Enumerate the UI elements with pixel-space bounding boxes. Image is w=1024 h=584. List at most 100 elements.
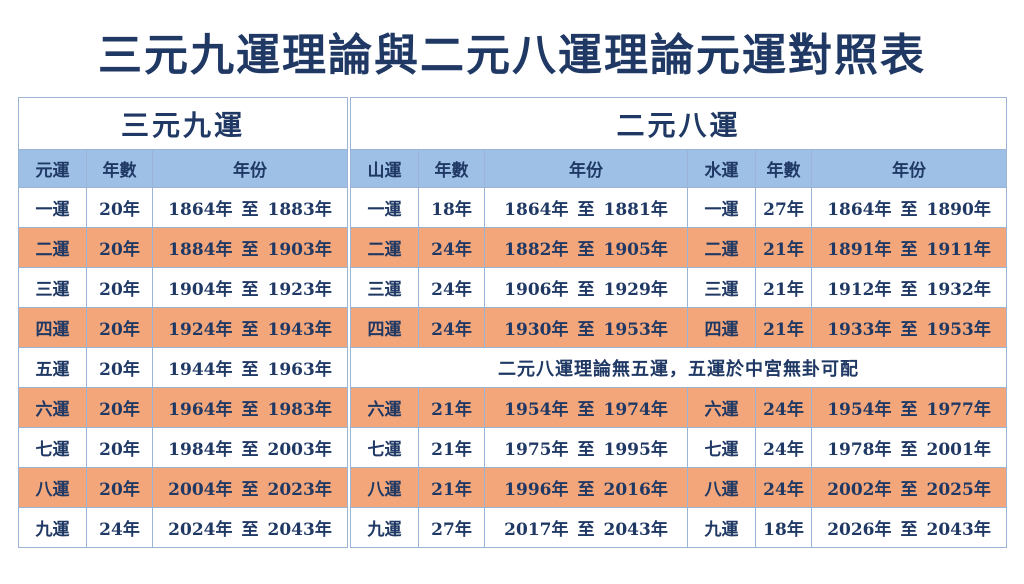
table-row: 三運 20年 1904年至 1923年 xyxy=(18,267,348,308)
year-to: 至 xyxy=(900,200,918,220)
shan-count-cell: 24年 xyxy=(418,307,485,348)
shui-yun-cell: 七運 xyxy=(687,427,756,468)
yun-cell: 八運 xyxy=(18,467,87,508)
shan-years-cell: 2017年至 2043年 xyxy=(484,507,688,548)
page-title: 三元九運理論與二元八運理論元運對照表 xyxy=(98,30,926,81)
shui-years-cell: 2026年至 2043年 xyxy=(810,507,1008,548)
column-header: 年份 xyxy=(152,149,348,188)
shui-yun-cell: 四運 xyxy=(687,307,756,348)
year-end: 1905年 xyxy=(603,240,668,260)
years-cell: 1904年至 1923年 xyxy=(152,267,348,308)
table-row: 三運 24年 1906年至 1929年 三運 21年 1912年至 1932年 xyxy=(350,267,1008,308)
year-to: 至 xyxy=(577,320,595,340)
shui-years-cell: 2002年至 2025年 xyxy=(810,467,1008,508)
year-to: 至 xyxy=(900,480,918,500)
table-row: 九運 24年 2024年至 2043年 xyxy=(18,507,348,548)
shui-count-cell: 27年 xyxy=(755,187,812,228)
year-to: 至 xyxy=(577,200,595,220)
count-cell: 20年 xyxy=(86,227,153,268)
yun-cell: 七運 xyxy=(18,427,87,468)
year-to: 至 xyxy=(577,440,595,460)
year-start: 1944年 xyxy=(168,360,233,380)
shui-count-cell: 21年 xyxy=(755,307,812,348)
table-row: 六運 20年 1964年至 1983年 xyxy=(18,387,348,428)
shui-years-cell: 1954年至 1977年 xyxy=(810,387,1008,428)
table-row: 二運 24年 1882年至 1905年 二運 21年 1891年至 1911年 xyxy=(350,227,1008,268)
table-row: 七運 20年 1984年至 2003年 xyxy=(18,427,348,468)
shui-count-cell: 21年 xyxy=(755,227,812,268)
yun-cell: 二運 xyxy=(18,227,87,268)
eryuan-heading: 二元八運 xyxy=(349,97,1008,150)
year-end: 1890年 xyxy=(926,200,991,220)
shan-years-cell: 1975年至 1995年 xyxy=(484,427,688,468)
year-to: 至 xyxy=(900,320,918,340)
year-start: 1884年 xyxy=(168,240,233,260)
count-cell: 20年 xyxy=(86,187,153,228)
year-start: 2024年 xyxy=(168,520,233,540)
shan-yun-cell: 六運 xyxy=(350,387,419,428)
year-start: 2026年 xyxy=(827,520,892,540)
table-row: 四運 20年 1924年至 1943年 xyxy=(18,307,348,348)
year-start: 1964年 xyxy=(168,400,233,420)
year-to: 至 xyxy=(577,520,595,540)
year-start: 1984年 xyxy=(168,440,233,460)
table-row: 九運 27年 2017年至 2043年 九運 18年 2026年至 2043年 xyxy=(350,507,1008,548)
shui-yun-cell: 六運 xyxy=(687,387,756,428)
table-row: 一運 18年 1864年至 1881年 一運 27年 1864年至 1890年 xyxy=(350,187,1008,228)
year-start: 1924年 xyxy=(168,320,233,340)
year-end: 2043年 xyxy=(267,520,332,540)
shan-years-cell: 1930年至 1953年 xyxy=(484,307,688,348)
eryuan-table: 二元八運 山運 年數 年份 水運 年數 年份 一運 18年 1864年至 1881年一… xyxy=(349,97,1008,548)
count-cell: 24年 xyxy=(86,507,153,548)
shan-years-cell: 1954年至 1974年 xyxy=(484,387,688,428)
yun-cell: 九運 xyxy=(18,507,87,548)
shui-count-cell: 18年 xyxy=(755,507,812,548)
years-cell: 1864年至 1883年 xyxy=(152,187,348,228)
year-end: 2043年 xyxy=(603,520,668,540)
shan-count-cell: 24年 xyxy=(418,267,485,308)
year-end: 1983年 xyxy=(267,400,332,420)
yun-cell: 一運 xyxy=(18,187,87,228)
shui-yun-cell: 九運 xyxy=(687,507,756,548)
year-to: 至 xyxy=(900,240,918,260)
yun-cell: 四運 xyxy=(18,307,87,348)
shan-yun-cell: 七運 xyxy=(350,427,419,468)
column-header: 年份 xyxy=(484,149,688,188)
shan-years-cell: 1882年至 1905年 xyxy=(484,227,688,268)
shan-count-cell: 18年 xyxy=(418,187,485,228)
eryuan-heading-row: 二元八運 xyxy=(349,97,1008,150)
yun-cell: 五運 xyxy=(18,347,87,388)
column-header: 年數 xyxy=(418,149,485,188)
sanyuan-column-header-row: 元運 年數 年份 xyxy=(18,149,348,188)
year-end: 2001年 xyxy=(926,440,991,460)
year-start: 2017年 xyxy=(504,520,569,540)
shui-count-cell: 21年 xyxy=(755,267,812,308)
year-start: 1906年 xyxy=(504,280,569,300)
shan-yun-cell: 三運 xyxy=(350,267,419,308)
count-cell: 20年 xyxy=(86,347,153,388)
shui-years-cell: 1978年至 2001年 xyxy=(810,427,1008,468)
shui-years-cell: 1864年至 1890年 xyxy=(810,187,1008,228)
year-start: 1933年 xyxy=(827,320,892,340)
yun-cell: 六運 xyxy=(18,387,87,428)
year-start: 1954年 xyxy=(827,400,892,420)
year-end: 1953年 xyxy=(926,320,991,340)
year-to: 至 xyxy=(900,280,918,300)
shui-count-cell: 24年 xyxy=(755,427,812,468)
year-end: 1963年 xyxy=(267,360,332,380)
year-start: 2002年 xyxy=(827,480,892,500)
shui-count-cell: 24年 xyxy=(755,467,812,508)
shan-count-cell: 27年 xyxy=(418,507,485,548)
shan-yun-cell: 四運 xyxy=(350,307,419,348)
years-cell: 2024年至 2043年 xyxy=(152,507,348,548)
column-header: 年數 xyxy=(86,149,153,188)
count-cell: 20年 xyxy=(86,467,153,508)
year-to: 至 xyxy=(241,320,259,340)
year-start: 1912年 xyxy=(827,280,892,300)
sanyuan-heading-row: 三元九運 xyxy=(18,97,348,150)
sanyuan-table: 三元九運 元運 年數 年份 一運 20年 1864年至 1883年 二運 20年 1884年… xyxy=(18,97,348,548)
year-end: 2023年 xyxy=(267,480,332,500)
year-end: 2025年 xyxy=(926,480,991,500)
years-cell: 1924年至 1943年 xyxy=(152,307,348,348)
year-start: 1930年 xyxy=(504,320,569,340)
